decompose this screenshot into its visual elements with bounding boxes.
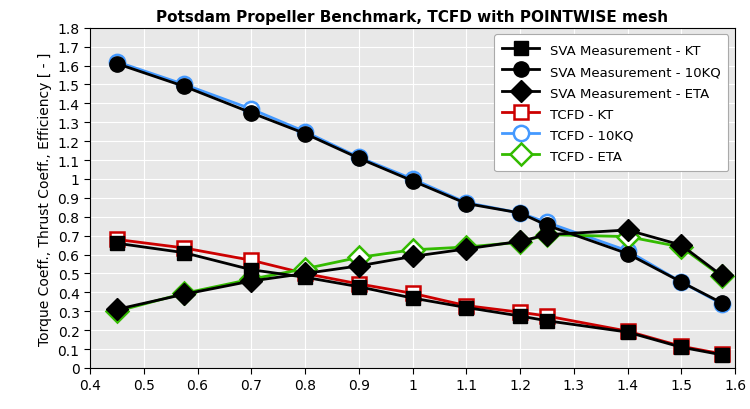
Title: Potsdam Propeller Benchmark, TCFD with POINTWISE mesh: Potsdam Propeller Benchmark, TCFD with P… — [157, 10, 668, 25]
Y-axis label: Torque Coeff., Thrust Coeff., Efficiency [ - ]: Torque Coeff., Thrust Coeff., Efficiency… — [38, 52, 52, 345]
Legend: SVA Measurement - KT, SVA Measurement - 10KQ, SVA Measurement - ETA, TCFD - KT, : SVA Measurement - KT, SVA Measurement - … — [494, 35, 728, 172]
